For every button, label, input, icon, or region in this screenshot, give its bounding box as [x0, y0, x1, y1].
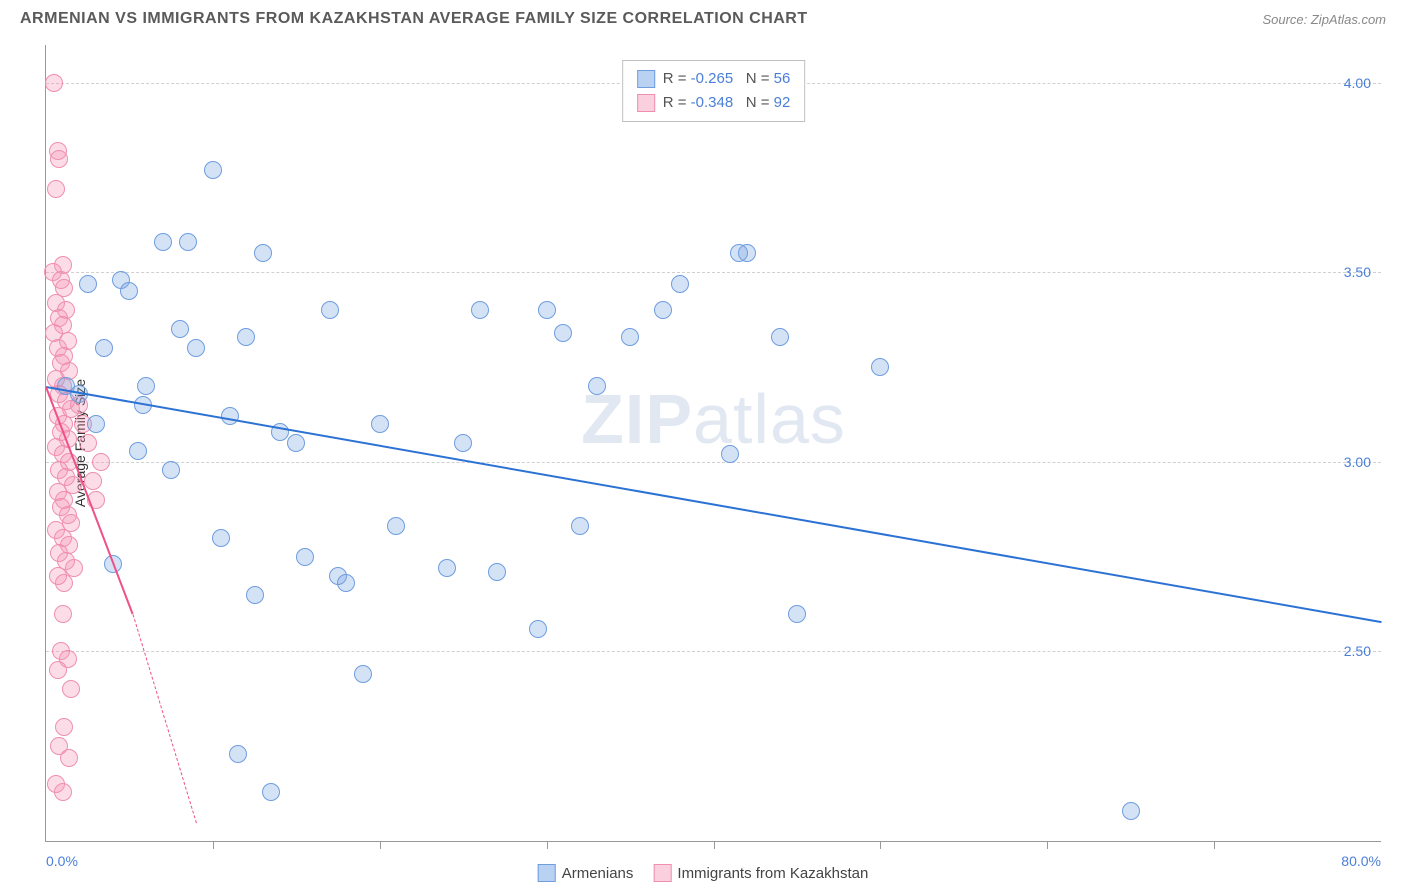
- data-point: [49, 661, 67, 679]
- data-point: [262, 783, 280, 801]
- legend-swatch: [637, 70, 655, 88]
- data-point: [321, 301, 339, 319]
- data-point: [79, 434, 97, 452]
- data-point: [621, 328, 639, 346]
- chart-area: Average Family Size 2.503.003.504.000.0%…: [45, 45, 1381, 842]
- data-point: [354, 665, 372, 683]
- data-point: [529, 620, 547, 638]
- legend-stat-text: R = -0.265 N = 56: [663, 67, 791, 91]
- chart-title: ARMENIAN VS IMMIGRANTS FROM KAZAKHSTAN A…: [20, 10, 808, 28]
- data-point: [54, 783, 72, 801]
- legend-swatch: [538, 864, 556, 882]
- gridline: [46, 651, 1381, 652]
- data-point: [337, 574, 355, 592]
- legend-swatch: [653, 864, 671, 882]
- data-point: [571, 517, 589, 535]
- data-point: [55, 718, 73, 736]
- data-point: [237, 328, 255, 346]
- x-tick: [380, 841, 381, 849]
- data-point: [47, 180, 65, 198]
- data-point: [554, 324, 572, 342]
- data-point: [171, 320, 189, 338]
- data-point: [538, 301, 556, 319]
- data-point: [654, 301, 672, 319]
- x-tick: [547, 841, 548, 849]
- legend-series-label: Armenians: [562, 865, 634, 882]
- data-point: [45, 74, 63, 92]
- data-point: [438, 559, 456, 577]
- legend-series: Armenians Immigrants from Kazakhstan: [538, 864, 869, 882]
- legend-stat-row: R = -0.265 N = 56: [637, 67, 791, 91]
- y-tick-label: 3.00: [1344, 454, 1371, 470]
- x-tick: [213, 841, 214, 849]
- data-point: [162, 461, 180, 479]
- gridline: [46, 272, 1381, 273]
- data-point: [296, 548, 314, 566]
- data-point: [229, 745, 247, 763]
- data-point: [137, 377, 155, 395]
- legend-stat-row: R = -0.348 N = 92: [637, 91, 791, 115]
- y-tick-label: 4.00: [1344, 75, 1371, 91]
- data-point: [721, 445, 739, 463]
- data-point: [471, 301, 489, 319]
- data-point: [1122, 802, 1140, 820]
- x-tick: [1047, 841, 1048, 849]
- y-tick-label: 3.50: [1344, 264, 1371, 280]
- data-point: [50, 150, 68, 168]
- data-point: [254, 244, 272, 262]
- data-point: [179, 233, 197, 251]
- data-point: [287, 434, 305, 452]
- legend-series-item: Armenians: [538, 864, 634, 882]
- data-point: [588, 377, 606, 395]
- data-point: [454, 434, 472, 452]
- x-max-label: 80.0%: [1341, 853, 1381, 869]
- data-point: [62, 680, 80, 698]
- data-point: [488, 563, 506, 581]
- data-point: [187, 339, 205, 357]
- x-min-label: 0.0%: [46, 853, 78, 869]
- data-point: [730, 244, 748, 262]
- y-tick-label: 2.50: [1344, 643, 1371, 659]
- trend-line: [46, 386, 1381, 623]
- data-point: [371, 415, 389, 433]
- data-point: [92, 453, 110, 471]
- data-point: [212, 529, 230, 547]
- trend-line: [132, 614, 196, 823]
- data-point: [129, 442, 147, 460]
- data-point: [95, 339, 113, 357]
- x-tick: [880, 841, 881, 849]
- data-point: [387, 517, 405, 535]
- data-point: [55, 574, 73, 592]
- data-point: [87, 415, 105, 433]
- data-point: [246, 586, 264, 604]
- data-point: [771, 328, 789, 346]
- data-point: [154, 233, 172, 251]
- x-tick: [714, 841, 715, 849]
- data-point: [84, 472, 102, 490]
- data-point: [871, 358, 889, 376]
- data-point: [120, 282, 138, 300]
- data-point: [788, 605, 806, 623]
- legend-swatch: [637, 94, 655, 112]
- chart-source: Source: ZipAtlas.com: [1262, 12, 1386, 27]
- legend-series-label: Immigrants from Kazakhstan: [677, 865, 868, 882]
- legend-stats: R = -0.265 N = 56R = -0.348 N = 92: [622, 60, 806, 122]
- x-tick: [1214, 841, 1215, 849]
- legend-stat-text: R = -0.348 N = 92: [663, 91, 791, 115]
- data-point: [204, 161, 222, 179]
- data-point: [671, 275, 689, 293]
- data-point: [54, 605, 72, 623]
- gridline: [46, 462, 1381, 463]
- legend-series-item: Immigrants from Kazakhstan: [653, 864, 868, 882]
- data-point: [60, 749, 78, 767]
- data-point: [79, 275, 97, 293]
